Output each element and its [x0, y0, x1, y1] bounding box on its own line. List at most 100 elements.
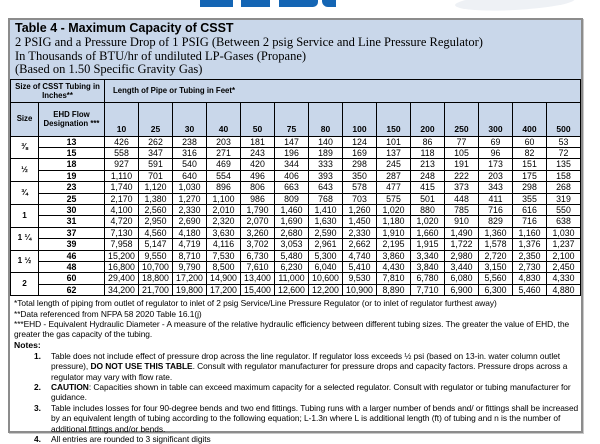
capacity-cell: 716 — [478, 203, 513, 217]
size-cell: 1 — [10, 203, 39, 228]
table-row: 25 2,170 1,380 1,270 1,100 986 809 768 703 575 501… — [11, 192, 581, 205]
size-cell: ⅜ — [10, 135, 39, 160]
capacity-cell: 638 — [546, 215, 581, 228]
capacity-cell: 19,800 — [172, 283, 207, 297]
capacity-cell: 1,490 — [444, 226, 479, 240]
capacity-cell: 1,110 — [104, 169, 139, 183]
table-row: 1 ½ 46 15,200 9,550 8,710 7,530 6,730 5,480 5,30… — [10, 249, 581, 274]
capacity-cell: 3,340 — [410, 249, 445, 262]
table-row: 62 34,200 21,700 19,800 17,200 15,400 12,600 12… — [11, 283, 581, 297]
footnote: **Data referenced from NFPA 58 2020 Tabl… — [14, 308, 202, 319]
size-cell: 1 ½ — [10, 249, 39, 274]
capacity-cell: 175 — [512, 169, 547, 183]
capacity-cell: 896 — [206, 181, 241, 194]
table-subtitle-units: In Thousands of BTU/hr of undiluted LP-G… — [15, 48, 307, 63]
capacity-cell: 7,530 — [206, 249, 241, 262]
length-header-40: 40 — [206, 101, 241, 137]
capacity-cell: 558 — [104, 146, 139, 160]
capacity-cell: 262 — [138, 135, 173, 148]
length-header-25: 25 — [138, 101, 173, 137]
capacity-cell: 2,170 — [104, 192, 139, 205]
capacity-cell: 2,070 — [240, 215, 275, 228]
capacity-cell: 469 — [206, 158, 241, 171]
note-item: 3. Table includes losses for four 90-degr… — [10, 403, 581, 434]
length-header-200: 200 — [410, 101, 445, 137]
capacity-cell: 10,700 — [138, 260, 173, 274]
note-text: Table includes losses for four 90-degree… — [51, 402, 579, 434]
capacity-cell: 9,790 — [172, 260, 207, 274]
column-group-length-header: Length of Pipe or Tubing in Feet* — [104, 78, 581, 103]
size-cell: ¾ — [10, 181, 39, 205]
ehd-cell: 25 — [38, 192, 105, 205]
ehd-cell: 37 — [38, 226, 105, 240]
table-row: 19 1,110 701 640 554 496 406 393 350 287 248 222 203… — [11, 169, 581, 183]
length-header-500: 500 — [546, 101, 581, 137]
capacity-cell: 2,450 — [546, 260, 581, 274]
capacity-cell: 448 — [444, 192, 479, 205]
capacity-cell: 69 — [478, 135, 513, 148]
capacity-cell: 243 — [240, 146, 275, 160]
size-cell: 2 — [10, 272, 39, 297]
capacity-cell: 4,560 — [138, 226, 173, 240]
capacity-cell: 910 — [444, 215, 479, 228]
capacity-cell: 8,890 — [376, 283, 411, 297]
capacity-cell: 189 — [308, 146, 343, 160]
capacity-cell: 350 — [342, 169, 377, 183]
capacity-cell: 5,147 — [138, 238, 173, 251]
capacity-cell: 2,950 — [138, 215, 173, 228]
capacity-cell: 13,400 — [240, 272, 275, 285]
capacity-cell: 4,330 — [546, 272, 581, 285]
capacity-cell: 663 — [274, 181, 309, 194]
capacity-cell: 716 — [512, 215, 547, 228]
capacity-cell: 77 — [444, 135, 479, 148]
capacity-cell: 5,560 — [478, 272, 513, 285]
capacity-cell: 173 — [478, 158, 513, 171]
capacity-cell: 316 — [172, 146, 207, 160]
capacity-cell: 298 — [512, 181, 547, 194]
capacity-cell: 5,460 — [512, 283, 547, 297]
capacity-cell: 4,180 — [172, 226, 207, 240]
capacity-cell: 4,830 — [512, 272, 547, 285]
capacity-cell: 7,810 — [376, 272, 411, 285]
capacity-cell: 501 — [410, 192, 445, 205]
capacity-cell: 196 — [274, 146, 309, 160]
capacity-cell: 927 — [104, 158, 139, 171]
capacity-cell: 4,116 — [206, 238, 241, 251]
capacity-cell: 1,450 — [342, 215, 377, 228]
column-header-row: Size EHD Flow Designation *** 10 25 30 40 50… — [10, 101, 581, 137]
capacity-cell: 2,730 — [512, 260, 547, 274]
footnotes-section: *Total length of piping from outlet of r… — [10, 296, 581, 340]
capacity-cell: 344 — [274, 158, 309, 171]
capacity-cell: 12,200 — [308, 283, 343, 297]
footnote: ***EHD - Equivalent Hydraulic Diameter -… — [14, 319, 570, 340]
capacity-cell: 4,740 — [342, 249, 377, 262]
capacity-cell: 8,710 — [172, 249, 207, 262]
capacity-cell: 10,900 — [342, 283, 377, 297]
capacity-cell: 5,410 — [342, 260, 377, 274]
capacity-cell: 1,690 — [274, 215, 309, 228]
capacity-cell: 420 — [240, 158, 275, 171]
capacity-cell: 701 — [138, 169, 173, 183]
capacity-cell: 1,660 — [410, 226, 445, 240]
length-header-300: 300 — [478, 101, 513, 137]
capacity-cell: 540 — [172, 158, 207, 171]
capacity-cell: 6,230 — [274, 260, 309, 274]
ehd-cell: 31 — [38, 215, 105, 228]
capacity-cell: 411 — [478, 192, 513, 205]
capacity-cell: 2,330 — [172, 203, 207, 217]
table-row: 1 ¼ 37 7,130 4,560 4,180 3,630 3,260 2,680 2,590… — [10, 226, 581, 251]
note-number: 2. — [34, 382, 41, 393]
capacity-cell: 238 — [172, 135, 207, 148]
capacity-cell: 1,180 — [376, 215, 411, 228]
length-header-10: 10 — [104, 101, 139, 137]
capacity-cell: 1,270 — [172, 192, 207, 205]
note-number: 3. — [34, 402, 41, 413]
capacity-cell: 203 — [206, 135, 241, 148]
logo-letter-fragment-icon — [279, 0, 318, 7]
capacity-cell: 6,080 — [444, 272, 479, 285]
capacity-cell: 6,300 — [478, 283, 513, 297]
faded-watermark-shape — [454, 0, 576, 14]
capacity-cell: 4,880 — [546, 283, 581, 297]
capacity-cell: 2,320 — [206, 215, 241, 228]
capacity-cell: 2,100 — [546, 249, 581, 262]
